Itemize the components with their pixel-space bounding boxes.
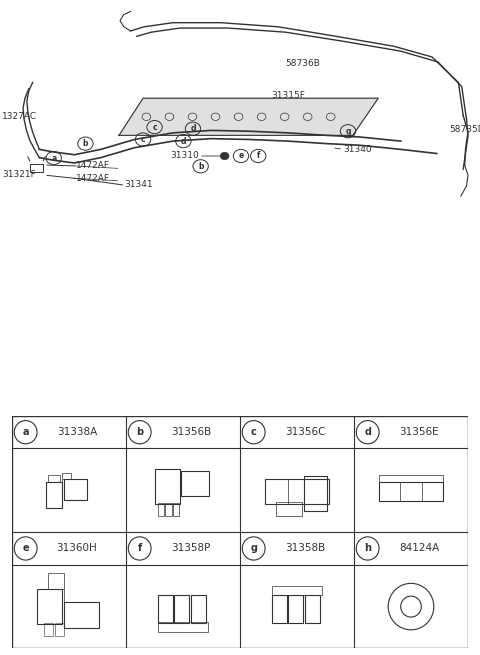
Text: 1472AF: 1472AF [76,174,110,183]
Text: a: a [23,427,29,437]
Bar [265,479,329,504]
Bar [55,623,64,635]
Text: 31356E: 31356E [399,427,439,437]
Circle shape [220,152,229,160]
Text: 58736B: 58736B [286,60,321,69]
Text: 31340: 31340 [343,145,372,154]
Text: 31338A: 31338A [57,427,97,437]
Text: g: g [345,126,351,136]
Text: d: d [364,427,371,437]
Bar [46,482,62,508]
Bar [165,503,171,516]
Text: 31321F: 31321F [2,170,36,179]
Text: c: c [152,122,157,132]
Text: 1327AC: 1327AC [2,112,37,121]
Bar [379,482,443,501]
Text: d: d [180,137,186,145]
Text: a: a [51,153,56,162]
Text: d: d [190,124,196,133]
Bar [37,589,62,624]
Bar [30,164,43,172]
Bar [272,586,322,595]
Bar [158,595,173,623]
Text: e: e [23,544,29,553]
Bar [191,595,206,623]
Text: g: g [250,544,257,553]
Text: 1472AF: 1472AF [76,161,110,170]
Text: e: e [239,151,243,160]
Bar [48,476,60,482]
Text: 31356C: 31356C [285,427,325,437]
Bar [62,473,71,479]
Bar [288,595,303,623]
Text: b: b [83,139,88,148]
Text: f: f [256,151,260,160]
Text: 58735D: 58735D [449,126,480,134]
Bar [276,502,301,516]
Text: 31315F: 31315F [271,91,305,100]
Text: c: c [141,135,145,144]
Bar [379,476,443,482]
Text: b: b [136,427,143,437]
Text: 31358B: 31358B [285,544,325,553]
Bar [173,503,179,516]
Text: f: f [138,544,142,553]
Text: b: b [198,162,204,171]
Text: 31341: 31341 [124,180,153,189]
Text: 31310: 31310 [170,151,199,160]
Polygon shape [119,98,378,136]
Text: 31360H: 31360H [57,544,97,553]
Bar [158,503,164,516]
Bar [155,470,180,504]
Text: c: c [251,427,256,437]
Bar [158,622,207,632]
Bar [304,476,327,512]
Text: 84124A: 84124A [399,544,439,553]
Bar [305,595,320,623]
Text: h: h [364,544,371,553]
Text: 31358P: 31358P [171,544,211,553]
Bar [44,623,53,635]
Bar [180,470,209,496]
Bar [64,602,98,627]
Bar [48,573,64,589]
Bar [272,595,287,623]
Bar [64,479,87,500]
Text: 31356B: 31356B [171,427,211,437]
Bar [174,595,189,623]
